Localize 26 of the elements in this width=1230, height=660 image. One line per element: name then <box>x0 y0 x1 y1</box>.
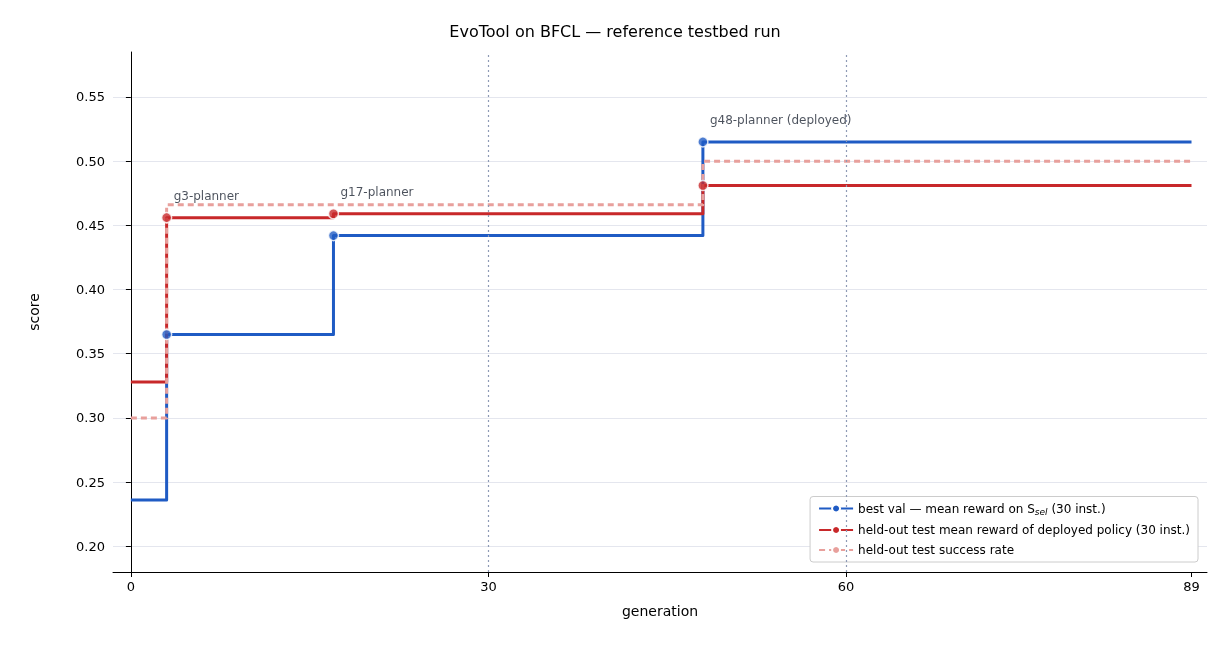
x-tick-label: 0 <box>126 579 136 594</box>
point <box>160 328 173 341</box>
x-tick-label: 30 <box>480 579 497 594</box>
y-tick-label: 0.25 <box>76 474 105 490</box>
point <box>327 208 340 220</box>
y-tick-label: 0.35 <box>76 346 105 362</box>
legend-label: held-out test success rate <box>858 543 1015 557</box>
point <box>697 136 709 148</box>
y-tick-label: 0.30 <box>76 410 105 426</box>
x-axis-title: generation <box>621 603 699 619</box>
y-tick-label: 0.20 <box>76 538 105 554</box>
y-tick-label: 0.40 <box>76 282 105 298</box>
y-tick-label: 0.45 <box>76 217 105 233</box>
annotation: g48-planner (deployed) <box>709 112 852 127</box>
y-tick-label: 0.55 <box>76 89 105 105</box>
chart-title: EvoTool on BFCL — reference testbed run <box>449 21 781 41</box>
point <box>697 179 709 192</box>
y-tick-label: 0.50 <box>76 153 105 169</box>
x-tick-label: 60 <box>837 579 855 594</box>
point <box>327 229 340 242</box>
legend-label: held-out test mean reward of deployed policy (30 inst.) <box>858 523 1191 537</box>
annotation: g17-planner <box>340 184 414 199</box>
y-axis-title: score <box>26 293 42 331</box>
annotation: g3-planner <box>173 188 240 203</box>
x-tick-label: 89 <box>1183 579 1200 594</box>
point <box>160 211 173 224</box>
